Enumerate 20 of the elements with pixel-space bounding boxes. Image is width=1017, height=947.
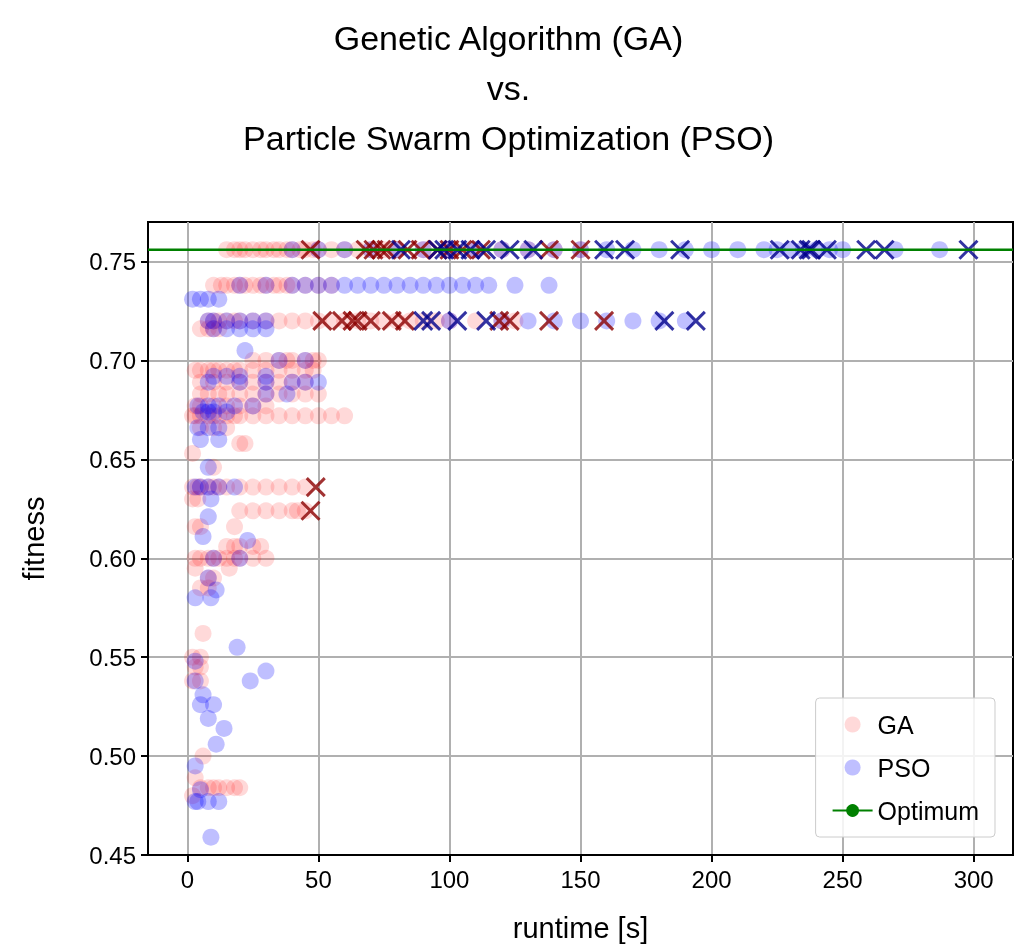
x-tick-label: 200 bbox=[691, 865, 732, 893]
y-tick-label: 0.45 bbox=[89, 841, 136, 869]
x-tick-label: 0 bbox=[180, 865, 194, 893]
chart-title: Genetic Algorithm (GA) vs. Particle Swarm Optimization (PSO) bbox=[243, 19, 774, 157]
x-tick-label: 150 bbox=[560, 865, 601, 893]
legend-label: PSO bbox=[877, 753, 931, 782]
x-tick-label: 250 bbox=[822, 865, 863, 893]
y-tick-label: 0.65 bbox=[89, 445, 136, 473]
x-tick-label: 300 bbox=[953, 865, 994, 893]
x-tick-label: 100 bbox=[429, 865, 470, 893]
legend-label: GA bbox=[877, 710, 915, 739]
x-tick-label: 50 bbox=[305, 865, 332, 893]
y-axis-title: fitness bbox=[17, 496, 50, 581]
y-tick-label: 0.55 bbox=[89, 643, 136, 671]
y-tick-label: 0.70 bbox=[89, 346, 136, 374]
y-tick-label: 0.60 bbox=[89, 544, 136, 572]
y-tick-label: 0.75 bbox=[89, 248, 136, 276]
x-axis-title: runtime [s] bbox=[512, 911, 649, 944]
y-tick-label: 0.50 bbox=[89, 742, 136, 770]
legend-label: Optimum bbox=[877, 796, 979, 825]
